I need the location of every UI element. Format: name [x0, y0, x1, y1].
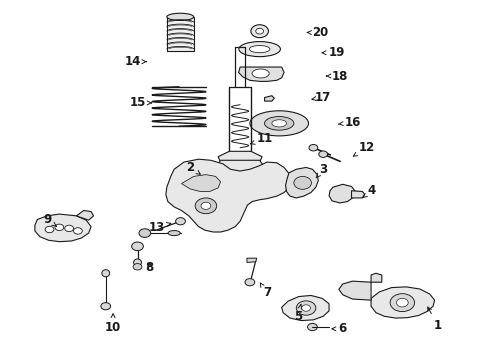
Ellipse shape: [249, 45, 270, 53]
Circle shape: [294, 176, 312, 189]
Text: 8: 8: [146, 261, 154, 274]
Circle shape: [195, 198, 217, 214]
Text: 1: 1: [428, 307, 442, 332]
Ellipse shape: [102, 270, 110, 277]
Polygon shape: [339, 281, 371, 300]
Circle shape: [133, 264, 142, 270]
Circle shape: [65, 225, 74, 231]
Polygon shape: [181, 175, 221, 192]
Polygon shape: [35, 214, 91, 242]
Text: 6: 6: [332, 322, 347, 335]
Text: 9: 9: [43, 213, 56, 226]
Circle shape: [396, 298, 408, 307]
Polygon shape: [286, 167, 318, 198]
Text: 14: 14: [124, 55, 147, 68]
Ellipse shape: [134, 259, 142, 266]
Text: 7: 7: [260, 283, 271, 300]
Text: 5: 5: [294, 304, 302, 323]
Circle shape: [245, 279, 255, 286]
Ellipse shape: [272, 120, 287, 127]
Text: 15: 15: [129, 96, 151, 109]
Polygon shape: [217, 160, 264, 187]
Text: 16: 16: [339, 116, 361, 129]
Circle shape: [319, 151, 328, 157]
Circle shape: [256, 28, 264, 34]
Circle shape: [251, 25, 269, 38]
Polygon shape: [329, 184, 355, 203]
Circle shape: [309, 144, 318, 151]
Text: 10: 10: [105, 314, 121, 333]
Polygon shape: [247, 258, 257, 262]
Text: 2: 2: [186, 161, 200, 174]
Circle shape: [302, 305, 311, 311]
Polygon shape: [166, 159, 292, 232]
Circle shape: [101, 303, 111, 310]
Circle shape: [175, 218, 185, 225]
Ellipse shape: [265, 117, 294, 130]
Text: 18: 18: [326, 69, 348, 82]
Ellipse shape: [250, 111, 309, 136]
Circle shape: [390, 294, 415, 312]
Circle shape: [74, 228, 82, 234]
Polygon shape: [282, 296, 329, 320]
Polygon shape: [167, 17, 194, 51]
Text: 11: 11: [251, 132, 272, 145]
Polygon shape: [371, 287, 435, 318]
Circle shape: [201, 202, 211, 210]
Text: 12: 12: [353, 141, 375, 156]
Circle shape: [132, 242, 144, 251]
Polygon shape: [76, 211, 94, 220]
Text: 4: 4: [363, 184, 376, 198]
Circle shape: [55, 224, 64, 230]
Text: 3: 3: [316, 163, 327, 178]
Circle shape: [45, 226, 54, 233]
Circle shape: [308, 323, 318, 330]
Text: 20: 20: [307, 27, 329, 40]
Circle shape: [139, 229, 151, 237]
Ellipse shape: [168, 230, 180, 235]
Polygon shape: [371, 273, 382, 282]
Polygon shape: [218, 151, 262, 162]
Text: 17: 17: [312, 91, 331, 104]
Ellipse shape: [167, 13, 194, 21]
Text: 13: 13: [149, 221, 171, 234]
Ellipse shape: [252, 69, 269, 78]
Polygon shape: [265, 96, 274, 101]
Circle shape: [296, 301, 316, 315]
Text: 19: 19: [322, 46, 345, 59]
Polygon shape: [351, 191, 365, 198]
Polygon shape: [239, 67, 284, 81]
Ellipse shape: [239, 41, 280, 57]
